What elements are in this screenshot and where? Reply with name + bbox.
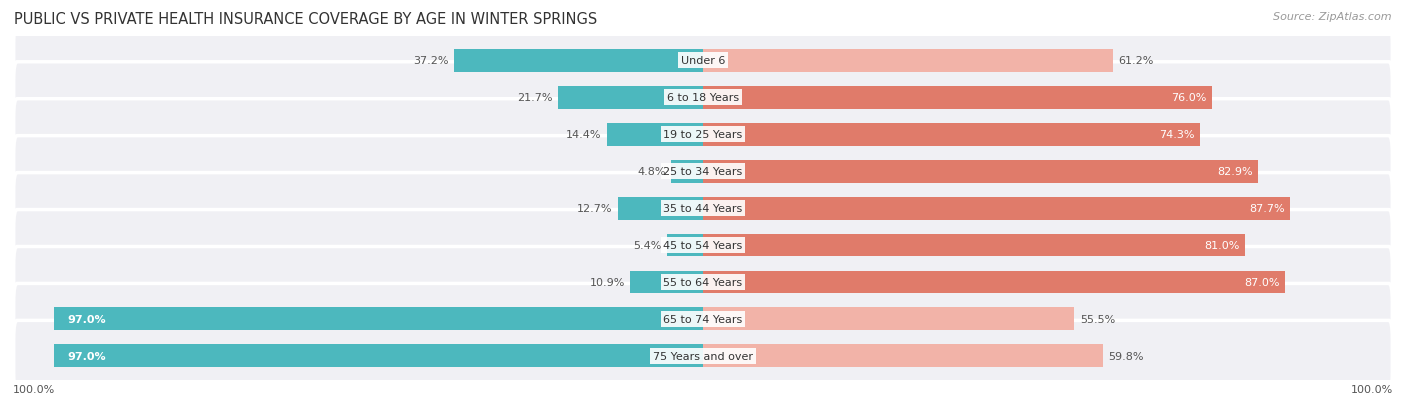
Text: 6 to 18 Years: 6 to 18 Years: [666, 93, 740, 103]
Text: 12.7%: 12.7%: [576, 204, 613, 214]
Bar: [53, 344, 703, 368]
FancyBboxPatch shape: [14, 173, 1392, 244]
FancyBboxPatch shape: [14, 63, 1392, 133]
Bar: [558, 87, 703, 109]
Bar: [671, 160, 703, 183]
Text: 45 to 54 Years: 45 to 54 Years: [664, 240, 742, 250]
Text: 61.2%: 61.2%: [1118, 56, 1153, 66]
Text: 75 Years and over: 75 Years and over: [652, 351, 754, 361]
Text: Source: ZipAtlas.com: Source: ZipAtlas.com: [1274, 12, 1392, 22]
Text: 5.4%: 5.4%: [633, 240, 661, 250]
Text: 19 to 25 Years: 19 to 25 Years: [664, 130, 742, 140]
Text: 37.2%: 37.2%: [413, 56, 449, 66]
Text: 25 to 34 Years: 25 to 34 Years: [664, 167, 742, 177]
Bar: [703, 344, 1104, 368]
Text: 65 to 74 Years: 65 to 74 Years: [664, 314, 742, 324]
Text: 21.7%: 21.7%: [517, 93, 553, 103]
Text: 82.9%: 82.9%: [1216, 167, 1253, 177]
FancyBboxPatch shape: [14, 100, 1392, 170]
Text: 76.0%: 76.0%: [1171, 93, 1206, 103]
Text: 55.5%: 55.5%: [1080, 314, 1115, 324]
Text: 97.0%: 97.0%: [67, 314, 105, 324]
Bar: [703, 271, 1285, 294]
Text: 97.0%: 97.0%: [67, 351, 105, 361]
Bar: [703, 160, 1258, 183]
FancyBboxPatch shape: [14, 284, 1392, 354]
Text: 14.4%: 14.4%: [565, 130, 602, 140]
Bar: [666, 234, 703, 257]
Text: 4.8%: 4.8%: [637, 167, 665, 177]
Bar: [619, 197, 703, 220]
FancyBboxPatch shape: [14, 247, 1392, 318]
Bar: [454, 50, 703, 73]
FancyBboxPatch shape: [14, 136, 1392, 207]
Text: 87.0%: 87.0%: [1244, 277, 1279, 287]
Text: 35 to 44 Years: 35 to 44 Years: [664, 204, 742, 214]
Bar: [703, 308, 1074, 330]
Bar: [703, 197, 1289, 220]
FancyBboxPatch shape: [14, 320, 1392, 392]
Bar: [606, 123, 703, 146]
Bar: [703, 87, 1212, 109]
Text: 81.0%: 81.0%: [1205, 240, 1240, 250]
Text: 74.3%: 74.3%: [1160, 130, 1195, 140]
Bar: [703, 50, 1112, 73]
Text: 55 to 64 Years: 55 to 64 Years: [664, 277, 742, 287]
Text: Under 6: Under 6: [681, 56, 725, 66]
Text: 59.8%: 59.8%: [1108, 351, 1144, 361]
Bar: [703, 123, 1201, 146]
FancyBboxPatch shape: [14, 210, 1392, 281]
Bar: [703, 234, 1246, 257]
Text: PUBLIC VS PRIVATE HEALTH INSURANCE COVERAGE BY AGE IN WINTER SPRINGS: PUBLIC VS PRIVATE HEALTH INSURANCE COVER…: [14, 12, 598, 27]
Bar: [53, 308, 703, 330]
Bar: [630, 271, 703, 294]
Text: 10.9%: 10.9%: [589, 277, 624, 287]
Text: 87.7%: 87.7%: [1249, 204, 1285, 214]
FancyBboxPatch shape: [14, 26, 1392, 97]
